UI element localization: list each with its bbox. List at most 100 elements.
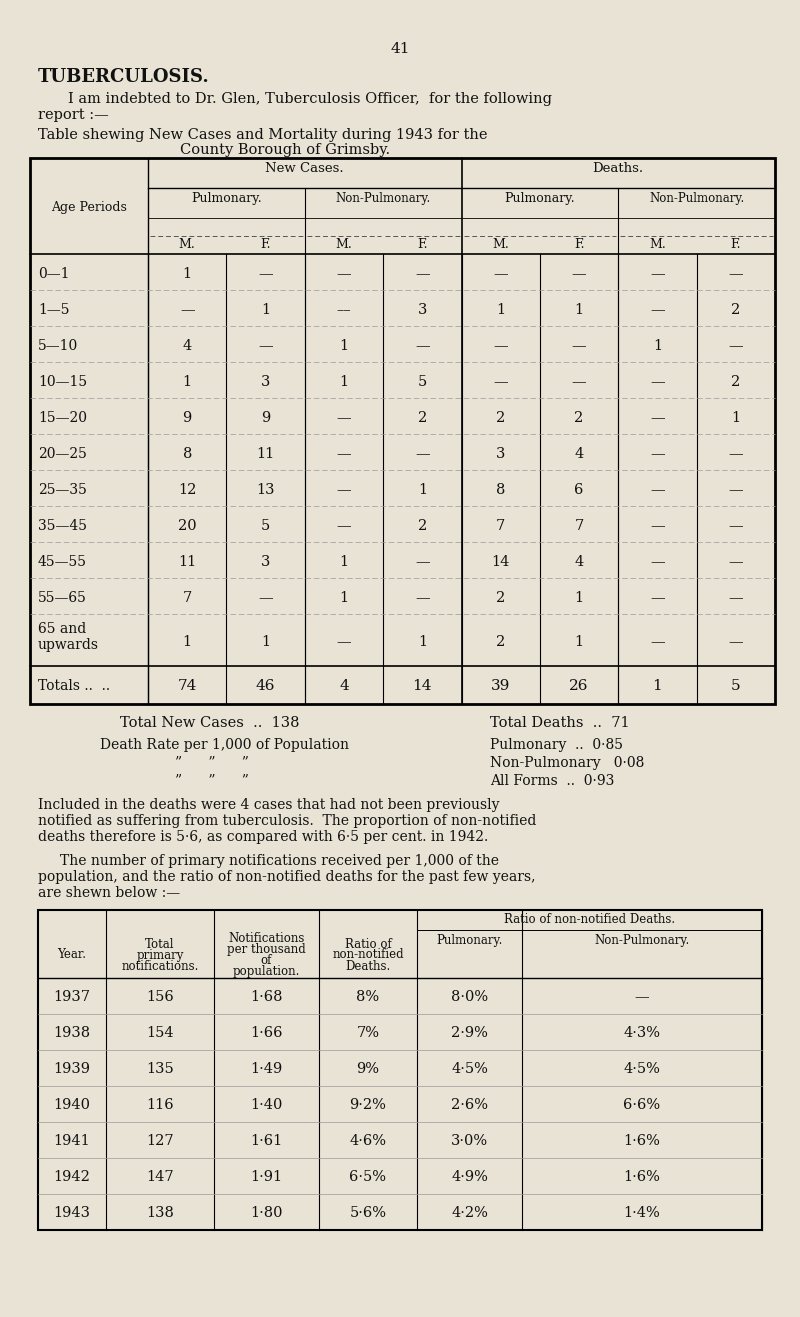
Text: 1·49: 1·49 <box>250 1062 282 1076</box>
Text: 10—15: 10—15 <box>38 375 87 389</box>
Text: 7%: 7% <box>357 1026 379 1040</box>
Text: 4·3%: 4·3% <box>623 1026 661 1040</box>
Text: 0—1: 0—1 <box>38 267 70 281</box>
Text: 116: 116 <box>146 1098 174 1112</box>
Text: 1: 1 <box>653 338 662 353</box>
Text: —: — <box>650 446 665 461</box>
Text: ”      ”      ”: ” ” ” <box>175 756 249 770</box>
Text: 4·5%: 4·5% <box>451 1062 488 1076</box>
Text: M.: M. <box>335 238 352 252</box>
Text: Deaths.: Deaths. <box>346 960 390 972</box>
Text: 2: 2 <box>496 591 506 605</box>
Text: 8·0%: 8·0% <box>451 990 488 1004</box>
Text: 2·6%: 2·6% <box>451 1098 488 1112</box>
Text: primary: primary <box>136 948 184 961</box>
Text: 1: 1 <box>182 267 192 281</box>
Text: Death Rate per 1,000 of Population: Death Rate per 1,000 of Population <box>100 738 349 752</box>
Text: 4·9%: 4·9% <box>451 1169 488 1184</box>
Text: 45—55: 45—55 <box>38 554 87 569</box>
Text: 1: 1 <box>339 375 349 389</box>
Text: 1939: 1939 <box>54 1062 90 1076</box>
Text: 156: 156 <box>146 990 174 1004</box>
Text: —: — <box>415 591 430 605</box>
Text: 4: 4 <box>574 554 584 569</box>
Text: 1: 1 <box>339 338 349 353</box>
Text: 12: 12 <box>178 483 196 497</box>
Text: Total Deaths  ..  71: Total Deaths .. 71 <box>490 716 630 730</box>
Text: Pulmonary.: Pulmonary. <box>191 192 262 205</box>
Text: 1: 1 <box>339 554 349 569</box>
Text: —: — <box>650 519 665 533</box>
Text: 5: 5 <box>731 680 741 693</box>
Text: —: — <box>337 267 351 281</box>
Text: Year.: Year. <box>58 948 86 961</box>
Text: 2: 2 <box>731 303 741 317</box>
Text: —: — <box>650 267 665 281</box>
Text: Included in the deaths were 4 cases that had not been previously: Included in the deaths were 4 cases that… <box>38 798 499 813</box>
Text: 1937: 1937 <box>54 990 90 1004</box>
Text: population.: population. <box>233 965 300 979</box>
Text: 55—65: 55—65 <box>38 591 87 605</box>
Text: 4: 4 <box>182 338 192 353</box>
Text: 1·91: 1·91 <box>250 1169 282 1184</box>
Text: —: — <box>337 446 351 461</box>
Text: notified as suffering from tuberculosis.  The proportion of non-notified: notified as suffering from tuberculosis.… <box>38 814 536 828</box>
Text: 4·5%: 4·5% <box>623 1062 661 1076</box>
Text: 14: 14 <box>491 554 510 569</box>
Text: 3: 3 <box>496 446 506 461</box>
Text: —: — <box>650 411 665 425</box>
Text: F.: F. <box>730 238 741 252</box>
Text: upwards: upwards <box>38 637 99 652</box>
Text: 1·80: 1·80 <box>250 1206 282 1220</box>
Text: 1: 1 <box>574 591 584 605</box>
Text: 6·5%: 6·5% <box>350 1169 386 1184</box>
Text: Table shewing New Cases and Mortality during 1943 for the: Table shewing New Cases and Mortality du… <box>38 128 487 142</box>
Text: 5: 5 <box>418 375 427 389</box>
Text: 1·68: 1·68 <box>250 990 282 1004</box>
Text: —: — <box>634 990 650 1004</box>
Text: 1: 1 <box>261 635 270 649</box>
Text: 138: 138 <box>146 1206 174 1220</box>
Text: 41: 41 <box>390 42 410 57</box>
Bar <box>38 910 762 1230</box>
Text: Ratio of non-notified Deaths.: Ratio of non-notified Deaths. <box>504 913 675 926</box>
Text: 147: 147 <box>146 1169 174 1184</box>
Text: 8%: 8% <box>357 990 379 1004</box>
Text: 2: 2 <box>496 411 506 425</box>
Text: —: — <box>258 338 273 353</box>
Text: —: — <box>258 591 273 605</box>
Text: —: — <box>650 635 665 649</box>
Text: County Borough of Grimsby.: County Borough of Grimsby. <box>180 144 390 157</box>
Text: —: — <box>650 554 665 569</box>
Text: 9: 9 <box>261 411 270 425</box>
Text: —: — <box>729 591 743 605</box>
Text: 4·2%: 4·2% <box>451 1206 488 1220</box>
Text: 9·2%: 9·2% <box>350 1098 386 1112</box>
Text: 7: 7 <box>496 519 506 533</box>
Text: 1·66: 1·66 <box>250 1026 282 1040</box>
Text: —: — <box>729 446 743 461</box>
Text: 1: 1 <box>418 483 427 497</box>
Text: —: — <box>650 483 665 497</box>
Text: —: — <box>494 338 508 353</box>
Text: 1·6%: 1·6% <box>623 1134 661 1148</box>
Text: —: — <box>650 303 665 317</box>
Text: 74: 74 <box>178 680 197 693</box>
Text: 1—5: 1—5 <box>38 303 70 317</box>
Text: Ratio of: Ratio of <box>345 938 391 951</box>
Text: 1941: 1941 <box>54 1134 90 1148</box>
Text: —: — <box>729 635 743 649</box>
Text: 1: 1 <box>574 635 584 649</box>
Text: —: — <box>650 591 665 605</box>
Text: 4: 4 <box>574 446 584 461</box>
Text: 1: 1 <box>574 303 584 317</box>
Text: Pulmonary.: Pulmonary. <box>436 934 502 947</box>
Text: 14: 14 <box>413 680 432 693</box>
Text: M.: M. <box>179 238 195 252</box>
Text: —: — <box>572 375 586 389</box>
Text: 25—35: 25—35 <box>38 483 87 497</box>
Text: —: — <box>494 267 508 281</box>
Text: 65 and: 65 and <box>38 622 86 636</box>
Text: 1943: 1943 <box>54 1206 90 1220</box>
Text: per thousand: per thousand <box>227 943 306 956</box>
